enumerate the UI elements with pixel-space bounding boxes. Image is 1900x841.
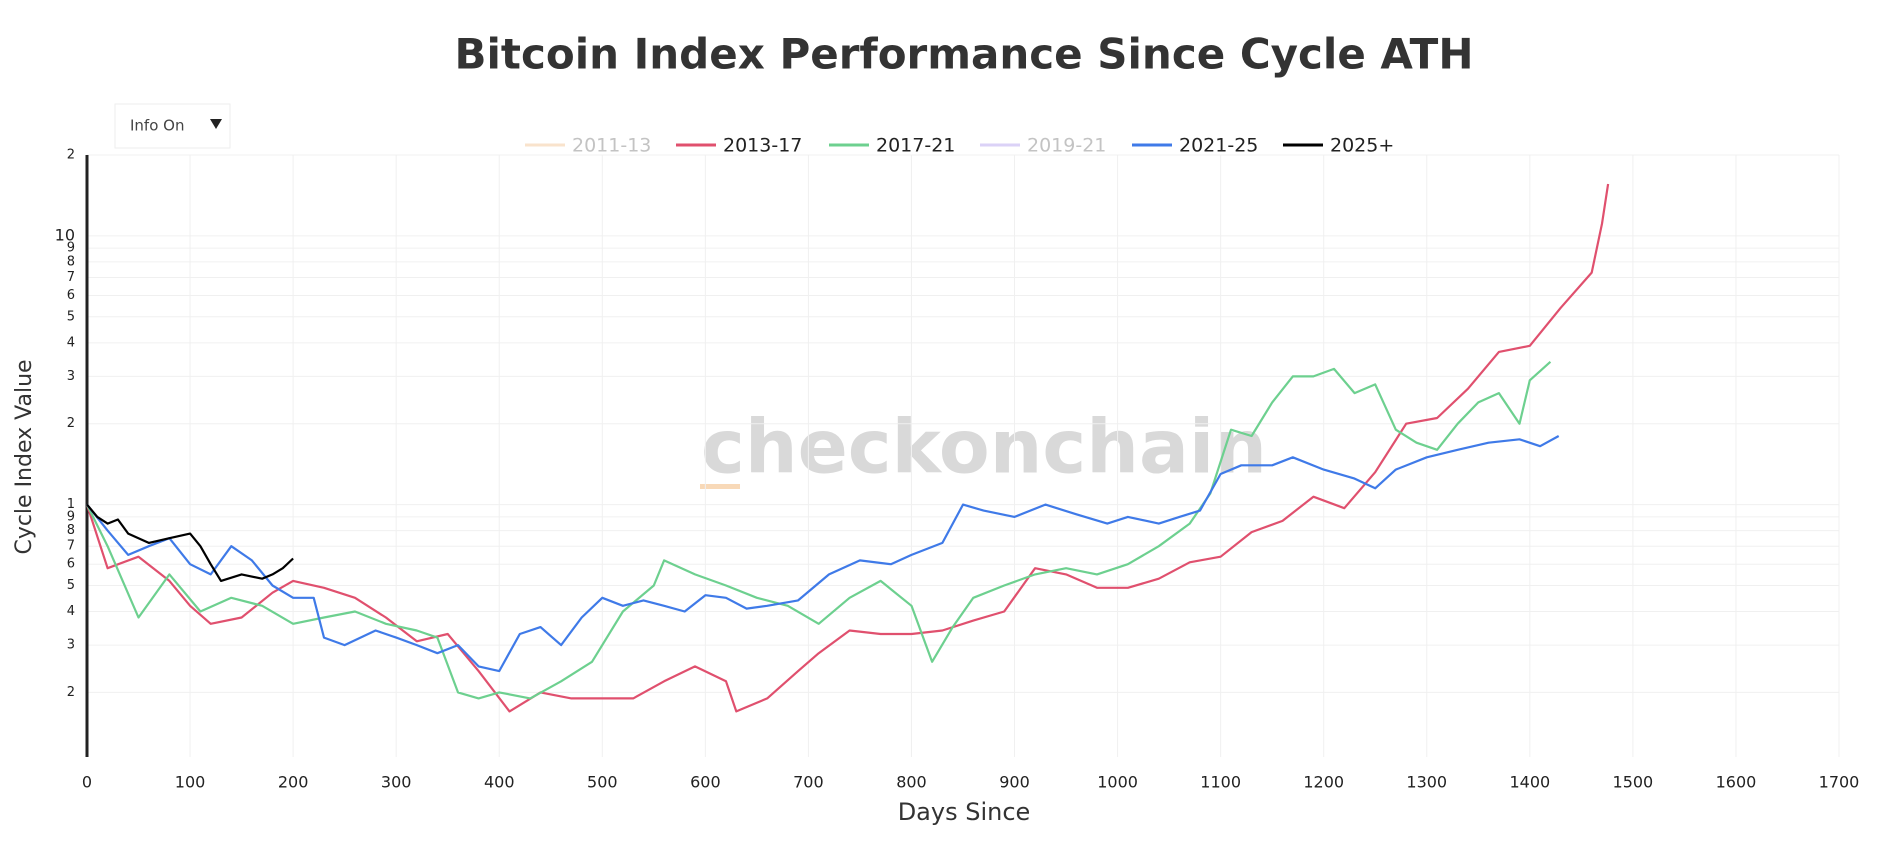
legend-label: 2021-25: [1179, 135, 1258, 157]
legend-label: 2019-21: [1027, 135, 1106, 157]
legend-item[interactable]: 2017-21: [829, 135, 955, 157]
series-line: [85, 183, 1610, 713]
x-tick-label: 100: [175, 773, 206, 792]
x-tick-label: 700: [793, 773, 824, 792]
y-tick-label: 4: [67, 604, 75, 619]
x-tick-label: 1100: [1200, 773, 1241, 792]
x-tick-label: 1400: [1509, 773, 1550, 792]
dropdown-arrow[interactable]: [210, 119, 222, 129]
y-tick-label: 2: [67, 416, 75, 431]
y-tick-label: 4: [67, 335, 75, 350]
legend-item[interactable]: 2011-13: [525, 135, 651, 157]
x-tick-label: 800: [896, 773, 927, 792]
x-tick-label: 1600: [1716, 773, 1757, 792]
y-tick-label: 9: [67, 509, 75, 524]
dropdown-label[interactable]: Info On: [130, 117, 184, 135]
y-tick-label: 5: [67, 309, 75, 324]
x-tick-label: 500: [587, 773, 618, 792]
x-tick-label: 600: [690, 773, 721, 792]
y-tick-label: 2: [67, 148, 75, 163]
x-tick-label: 300: [381, 773, 412, 792]
y-tick-label: 3: [67, 369, 75, 384]
series-line: [86, 360, 1552, 700]
y-tick-label: 3: [67, 638, 75, 653]
legend-item[interactable]: 2021-25: [1132, 135, 1258, 157]
y-tick-label: 7: [67, 270, 75, 285]
series-line: [86, 503, 294, 582]
watermark: checkonchain: [701, 405, 1267, 491]
x-tick-label: 400: [484, 773, 515, 792]
y-tick-label: 9: [67, 241, 75, 256]
legend-item[interactable]: 2013-17: [676, 135, 802, 157]
y-tick-label: 1: [67, 497, 75, 512]
x-tick-label: 0: [82, 773, 92, 792]
series-line: [86, 435, 1560, 673]
x-tick-label: 1200: [1303, 773, 1344, 792]
legend-item[interactable]: 2025+: [1283, 135, 1394, 157]
x-tick-label: 900: [999, 773, 1030, 792]
y-tick-label: 2: [67, 685, 75, 700]
y-tick-label: 8: [67, 523, 75, 538]
watermark-underscore: [700, 484, 740, 489]
y-tick-label: 6: [67, 557, 75, 572]
x-tick-label: 1500: [1613, 773, 1654, 792]
x-axis-title: Days Since: [898, 798, 1031, 826]
legend-label: 2011-13: [572, 135, 651, 157]
y-tick-label: 7: [67, 539, 75, 554]
x-tick-label: 1000: [1097, 773, 1138, 792]
legend-label: 2025+: [1330, 135, 1394, 157]
grid: [86, 154, 1840, 757]
y-axis-title: Cycle Index Value: [12, 359, 37, 554]
y-tick-label: 6: [67, 288, 75, 303]
x-tick-label: 1300: [1406, 773, 1447, 792]
legend-label: 2013-17: [723, 135, 802, 157]
chart-title: Bitcoin Index Performance Since Cycle AT…: [455, 30, 1474, 79]
legend-label: 2017-21: [876, 135, 955, 157]
dropdown-box[interactable]: [114, 103, 231, 149]
legend-item[interactable]: 2019-21: [980, 135, 1106, 157]
y-tick-label: 10: [55, 225, 75, 244]
y-tick-label: 8: [67, 254, 75, 269]
info-dropdown[interactable]: Info On: [114, 103, 231, 149]
x-tick-label: 200: [278, 773, 309, 792]
x-tick-label: 1700: [1819, 773, 1860, 792]
y-tick-label: 5: [67, 578, 75, 593]
